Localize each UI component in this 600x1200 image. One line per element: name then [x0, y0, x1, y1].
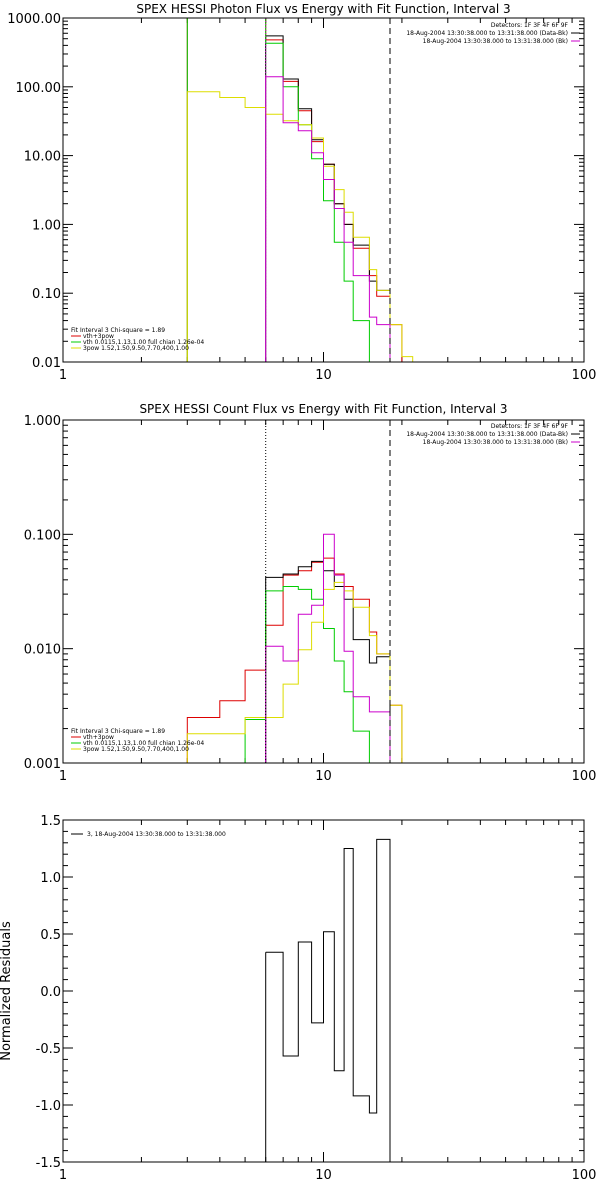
chart-panel-1: SPEX HESSI Photon Flux vs Energy with Fi…: [7, 2, 597, 383]
series-line-bk: [265, 533, 391, 763]
legend-entry: 3pow 1.52,1.50,9.50,7.70,400,1.00: [83, 746, 189, 753]
x-tick-label: 10: [315, 769, 332, 784]
series-line-3pow: [186, 91, 414, 362]
series-group: [186, 533, 403, 763]
y-tick-label: 0.5: [40, 928, 61, 943]
y-tick-label: 0.01: [32, 356, 61, 371]
chart-title: SPEX HESSI Count Flux vs Energy with Fit…: [139, 402, 507, 416]
header-line: Detectors: 1F 3F 4F 6F 9F: [491, 423, 569, 430]
legend-entry: vth+3pow: [83, 734, 114, 741]
y-tick-label: 0.0: [40, 985, 61, 1000]
legend-entry: vth+3pow: [83, 333, 114, 340]
x-tick-label: 10: [315, 1168, 332, 1183]
series-line-3-18-aug-2004-13-30-38-000-to-13-31-38-000: [265, 838, 391, 1162]
series-group: [265, 838, 391, 1162]
y-tick-label: 0.010: [24, 643, 61, 658]
legend-entry: vth 0.0115,1.13,1.00 full chian 1.26e-04: [83, 740, 204, 747]
legend-entry: vth 0.0115,1.13,1.00 full chian 1.26e-04: [83, 339, 204, 346]
y-tick-label: 1.0: [40, 871, 61, 886]
plot-frame: [62, 17, 585, 363]
y-tick-label: -0.5: [36, 1042, 61, 1057]
chart-title: SPEX HESSI Photon Flux vs Energy with Fi…: [136, 2, 510, 16]
legend-entry: 3, 18-Aug-2004 13:30:38.000 to 13:31:38.…: [87, 831, 226, 838]
series-line-bk: [265, 76, 391, 362]
plot-frame: [62, 419, 585, 764]
y-tick-label: 0.001: [24, 757, 61, 772]
header-line: Detectors: 1F 3F 4F 6F 9F: [491, 22, 569, 29]
y-tick-label: 1.5: [40, 814, 61, 829]
header-line: 18-Aug-2004 13:30:38.000 to 13:31:38.000…: [406, 30, 568, 37]
header-line: 18-Aug-2004 13:30:38.000 to 13:31:38.000…: [406, 431, 568, 438]
y-tick-label: -1.0: [36, 1099, 61, 1114]
legend-entry: 3pow 1.52,1.50,9.50,7.70,400,1.00: [83, 345, 189, 352]
legend-entry: Fit Interval 3 Chi-square = 1.89: [71, 327, 165, 334]
header-line: 18-Aug-2004 13:30:38.000 to 13:31:38.000…: [423, 439, 568, 446]
series-group: [186, 18, 414, 362]
y-tick-label: 1.00: [32, 218, 61, 233]
x-tick-label: 1: [59, 368, 67, 383]
y-tick-label: -1.5: [36, 1156, 61, 1171]
y-tick-label: 0.10: [32, 287, 61, 302]
y-tick-label: 1000.00: [7, 12, 61, 27]
header-line: 18-Aug-2004 13:30:38.000 to 13:31:38.000…: [423, 38, 568, 45]
y-axis-label: Normalized Residuals: [0, 921, 14, 1061]
series-line-data-bk: [265, 560, 391, 763]
series-line-vth: [186, 18, 378, 362]
y-tick-label: 10.00: [24, 150, 61, 165]
x-tick-label: 100: [572, 368, 597, 383]
y-tick-label: 0.100: [24, 528, 61, 543]
chart-panel-3: Normalized Residuals 1.5 1.0 0.5 0.0 -0.5 -1.0…: [0, 814, 596, 1183]
plot-frame: [62, 819, 585, 1163]
x-tick-label: 100: [572, 1168, 597, 1183]
series-line-3pow: [186, 581, 403, 763]
series-line-vth: [244, 586, 370, 763]
legend-entry: Fit Interval 3 Chi-square = 1.89: [71, 728, 165, 735]
chart-panel-2: SPEX HESSI Count Flux vs Energy with Fit…: [24, 402, 597, 784]
x-tick-label: 1: [59, 769, 67, 784]
y-tick-label: 1.000: [24, 414, 61, 429]
x-tick-label: 100: [572, 769, 597, 784]
x-tick-label: 1: [59, 1168, 67, 1183]
x-tick-label: 10: [315, 368, 332, 383]
y-tick-label: 100.00: [16, 81, 62, 96]
